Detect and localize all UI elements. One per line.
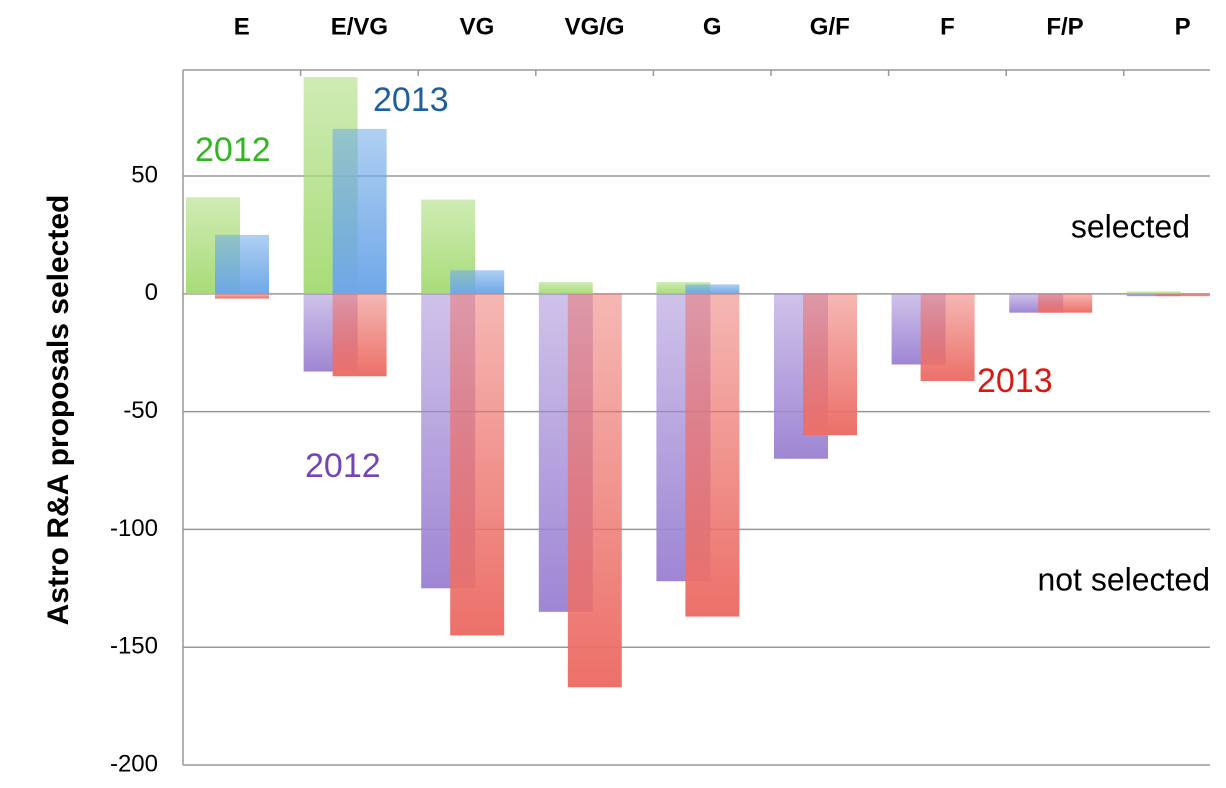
bar xyxy=(1038,293,1093,313)
y-tick-label: -100 xyxy=(110,515,158,542)
bar xyxy=(215,234,269,294)
y-tick-label: -50 xyxy=(123,397,158,424)
bar xyxy=(685,284,740,294)
annotation: not selected xyxy=(1037,561,1210,597)
bar xyxy=(656,282,711,294)
bar xyxy=(685,293,740,617)
bar xyxy=(1126,291,1181,294)
bar xyxy=(803,293,857,436)
x-tick-label: F/P xyxy=(1046,13,1083,40)
bar xyxy=(567,293,622,688)
x-tick-label: P xyxy=(1175,13,1191,40)
bar xyxy=(450,293,505,636)
annotation: selected xyxy=(1071,208,1190,244)
bar xyxy=(332,293,387,377)
bar xyxy=(215,293,269,299)
series-label: 2013 xyxy=(373,81,449,119)
x-tick-label: G/F xyxy=(810,13,850,40)
bar xyxy=(538,282,593,294)
x-tick-label: G xyxy=(703,13,722,40)
y-tick-label: -200 xyxy=(110,750,158,777)
series-label: 2012 xyxy=(195,131,271,169)
bar xyxy=(450,270,505,294)
y-tick-label: -150 xyxy=(110,633,158,660)
x-tick-label: F xyxy=(940,13,955,40)
x-tick-label: VG xyxy=(460,13,495,40)
bar xyxy=(920,293,975,381)
x-tick-label: E/VG xyxy=(331,13,388,40)
bar xyxy=(1155,293,1210,297)
y-axis-label: Astro R&A proposals selected xyxy=(42,195,75,626)
series-label: 2013 xyxy=(977,362,1053,400)
bar xyxy=(1126,293,1181,297)
y-tick-label: 50 xyxy=(131,161,158,188)
x-tick-label: VG/G xyxy=(565,13,625,40)
y-tick-label: 0 xyxy=(145,279,158,306)
x-tick-label: E xyxy=(234,13,250,40)
bar xyxy=(332,128,387,294)
series-label: 2012 xyxy=(305,447,381,485)
